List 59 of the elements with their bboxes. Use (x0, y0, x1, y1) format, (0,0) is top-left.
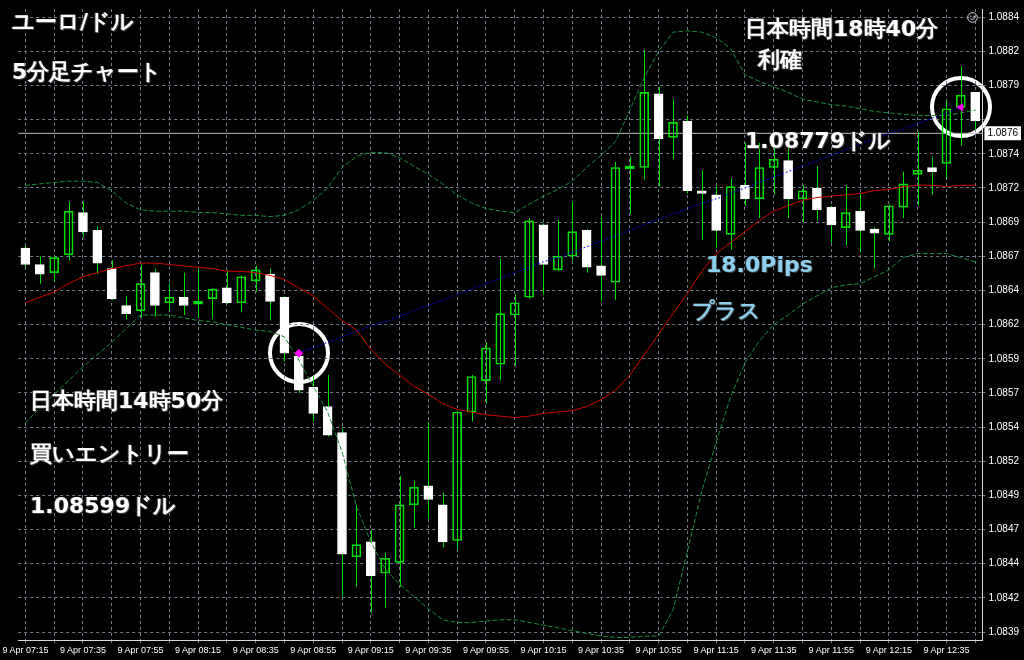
candlestick (826, 205, 837, 244)
x-tick-label: 9 Apr 10:55 (635, 645, 682, 656)
candlestick (855, 192, 865, 253)
x-tick-label: 9 Apr 12:35 (923, 645, 970, 656)
x-tick-label: 9 Apr 08:35 (232, 645, 279, 656)
y-tick-label: 1.0884 (988, 10, 1020, 22)
annotation: 1.08599ドル (30, 493, 177, 519)
y-tick-label: 1.0854 (988, 420, 1020, 432)
y-tick-label: 1.0874 (988, 147, 1020, 159)
y-tick-label: 1.0842 (988, 591, 1020, 603)
annotation: 利確 (758, 47, 802, 73)
candlestick (78, 201, 88, 238)
annotation: 買いエントリー (30, 441, 189, 467)
x-tick-label: 9 Apr 09:35 (405, 645, 452, 656)
text: 5分足チャート (12, 59, 163, 85)
candlestick (812, 165, 822, 222)
x-tick-label: 9 Apr 08:55 (290, 645, 337, 656)
y-tick-label: 1.0879 (988, 79, 1020, 91)
y-tick-label: 1.0867 (988, 250, 1020, 262)
candlestick (596, 216, 606, 302)
y-tick-label: 1.0847 (988, 523, 1020, 535)
y-tick-label: 1.0859 (988, 352, 1020, 364)
y-tick-label: 1.0862 (988, 318, 1020, 330)
x-tick-label: 9 Apr 07:15 (2, 645, 49, 656)
candlestick (121, 295, 131, 320)
x-tick-label: 9 Apr 10:35 (578, 645, 625, 656)
y-tick-label: 1.0844 (988, 557, 1020, 569)
y-tick-label: 1.0882 (988, 45, 1020, 57)
y-tick-label: 1.0869 (988, 215, 1020, 227)
candlestick (423, 421, 434, 520)
x-tick-label: 9 Apr 09:55 (462, 645, 509, 656)
annotation: プラス (692, 298, 761, 324)
candlestick (222, 269, 232, 305)
x-tick-label: 9 Apr 11:55 (808, 645, 854, 656)
candlestick (20, 244, 31, 268)
x-tick-label: 9 Apr 11:15 (693, 645, 739, 656)
candlestick (34, 255, 45, 285)
line-series (24, 253, 976, 638)
x-tick-label: 9 Apr 07:35 (59, 645, 106, 656)
y-tick-label: 1.0857 (988, 386, 1020, 398)
x-tick-label: 9 Apr 11:35 (751, 645, 797, 656)
x-tick-label: 9 Apr 07:55 (117, 645, 164, 656)
y-tick-label: 1.0852 (988, 454, 1020, 466)
x-tick-label: 9 Apr 12:15 (865, 645, 912, 656)
chart-title: ユーロ/ドル (12, 9, 135, 35)
annotation: 日本時間14時50分 (30, 388, 224, 414)
ref-line-label: 1.0876 (987, 127, 1019, 139)
y-tick-label: 1.0839 (988, 625, 1020, 637)
x-tick-label: 9 Apr 10:15 (520, 645, 567, 656)
candlestick (927, 156, 937, 196)
x-tick-label: 9 Apr 09:15 (347, 645, 394, 656)
x-tick-label: 9 Apr 08:15 (175, 645, 222, 656)
annotation: 1.08779ドル (745, 128, 892, 154)
y-tick-label: 1.0872 (988, 181, 1020, 193)
y-tick-label: 1.0864 (988, 284, 1020, 296)
annotation: 18.0Pips (706, 252, 813, 278)
y-tick-label: 1.0849 (988, 489, 1020, 501)
annotation: 日本時間18時40分 (745, 16, 939, 42)
candlestick (178, 272, 189, 316)
